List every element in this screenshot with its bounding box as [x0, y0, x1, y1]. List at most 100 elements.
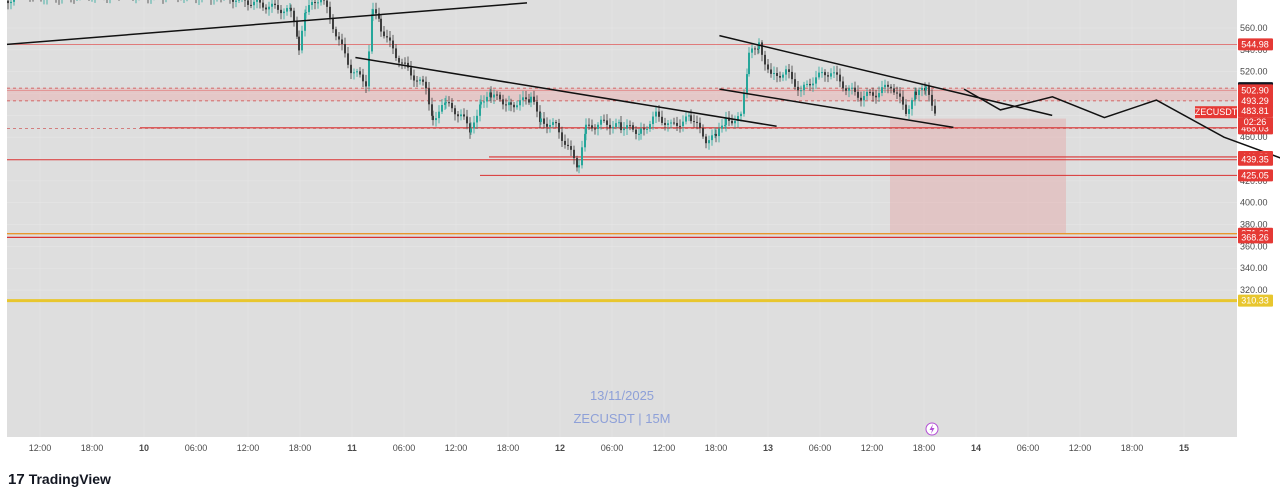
candle-body — [905, 104, 907, 114]
candle-body — [389, 37, 391, 41]
candle-body — [407, 62, 409, 68]
candle-body — [540, 118, 542, 122]
candle-body — [549, 125, 551, 127]
price-tag-label: 483.81 — [1241, 106, 1269, 116]
price-tag-label: 468.03 — [1241, 123, 1269, 133]
candle-body — [493, 94, 495, 98]
candle-body — [638, 133, 640, 135]
candle-body — [552, 122, 554, 126]
x-tick-label: 15 — [1179, 443, 1189, 453]
price-tag-label: 368.26 — [1241, 232, 1269, 242]
branding[interactable]: 17 TradingView — [8, 468, 111, 490]
candle-body — [928, 86, 930, 95]
candle-body — [378, 13, 380, 19]
candle-body — [782, 74, 784, 78]
trend-line-upper-long — [6, 2, 528, 46]
x-tick-label: 06:00 — [809, 443, 832, 453]
x-tick-label: 18:00 — [913, 443, 936, 453]
candle-body — [235, 0, 237, 2]
candle-body — [585, 124, 587, 134]
candle-body — [395, 48, 397, 59]
candle-body — [448, 102, 450, 104]
candle-body — [362, 74, 364, 82]
candle-body — [863, 96, 865, 101]
candle-body — [10, 1, 12, 4]
candle-body — [708, 140, 710, 144]
candle-body — [422, 79, 424, 82]
candle-body — [754, 48, 756, 50]
y-tick-label: 360.00 — [1240, 241, 1268, 251]
candle-body — [375, 9, 377, 14]
candle-body — [410, 67, 412, 76]
projection-polyline — [963, 88, 1280, 159]
candle-body — [764, 54, 766, 65]
candle-body — [359, 71, 361, 75]
candle-body — [301, 30, 303, 51]
candle-body — [305, 12, 307, 14]
x-tick-label: 06:00 — [185, 443, 208, 453]
candle-body — [869, 91, 871, 93]
candle-body — [594, 128, 596, 130]
horizontal-levels — [7, 44, 1237, 303]
candle-body — [567, 144, 569, 147]
candle-body — [490, 92, 492, 98]
candle-body — [522, 97, 524, 101]
candle-body — [646, 128, 648, 130]
candle-body — [914, 91, 916, 101]
price-tag-label: 425.05 — [1241, 170, 1269, 180]
candle-body — [664, 122, 666, 126]
candle-body — [673, 122, 675, 124]
candle-body — [519, 100, 521, 106]
candle-body — [262, 2, 264, 8]
candle-body — [649, 124, 651, 129]
candle-body — [690, 115, 692, 122]
x-tick-label: 18:00 — [289, 443, 312, 453]
candle-body — [591, 125, 593, 129]
watermark-symbol: ZECUSDT | 15M — [573, 411, 670, 426]
candle-body — [623, 128, 625, 131]
price-tag — [1238, 169, 1273, 182]
candle-body — [748, 52, 750, 75]
trend-line-mid-descending — [355, 56, 777, 128]
lightning-icon[interactable] — [925, 422, 939, 436]
candle-body — [776, 73, 778, 76]
candle-body — [454, 108, 456, 115]
candle-body — [576, 158, 578, 168]
price-tag — [1238, 153, 1273, 166]
candle-body — [715, 133, 717, 137]
candle-body — [830, 73, 832, 77]
candle-body — [326, 0, 328, 7]
candle-body — [588, 124, 590, 126]
candle-body — [818, 72, 820, 78]
candle-body — [483, 101, 485, 103]
candle-body — [597, 124, 599, 129]
candle-body — [908, 109, 910, 114]
candle-body — [658, 111, 660, 117]
candle-body — [298, 36, 300, 51]
candle-body — [290, 7, 292, 11]
candle-body — [731, 120, 733, 124]
candle-body — [921, 88, 923, 90]
candle-body — [311, 2, 313, 6]
candle-body — [815, 77, 817, 84]
x-tick-label: 06:00 — [1017, 443, 1040, 453]
watermark-date: 13/11/2025 — [590, 388, 654, 403]
candle-body — [296, 21, 298, 37]
candle-body — [564, 140, 566, 145]
candle-body — [845, 88, 847, 91]
candle-body — [676, 122, 678, 126]
candle-body — [836, 72, 838, 75]
candle-body — [317, 2, 319, 4]
candle-body — [603, 119, 605, 121]
candle-body — [779, 75, 781, 78]
candle-body — [530, 96, 532, 103]
candle-body — [513, 104, 515, 108]
candle-body — [803, 84, 805, 91]
candle-body — [615, 123, 617, 127]
projection-path — [963, 88, 1280, 159]
zones — [7, 88, 1237, 234]
candle-body — [693, 121, 695, 123]
candle-body — [620, 122, 622, 131]
countdown-tag — [1238, 117, 1273, 128]
